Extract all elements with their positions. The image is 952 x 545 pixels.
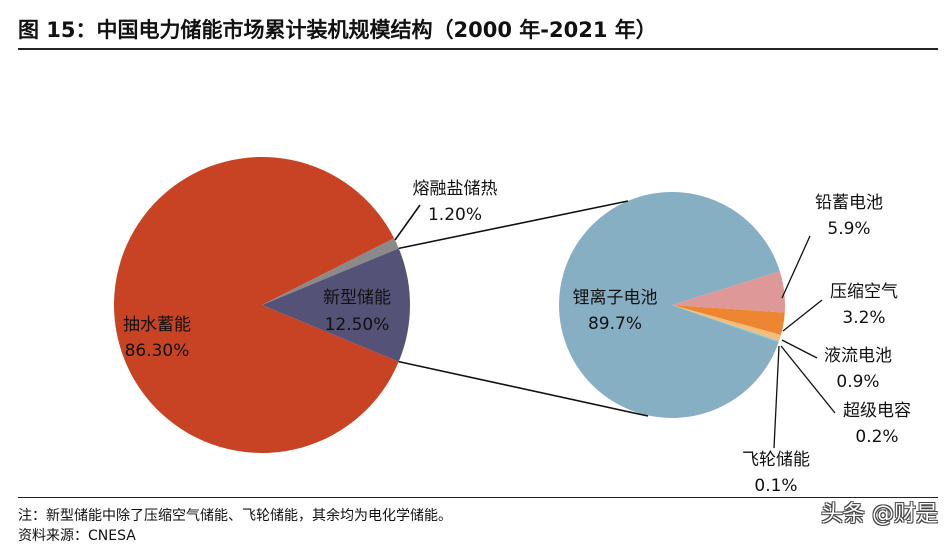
leader-line-molten-salt <box>394 204 421 241</box>
pie-slice-new-storage <box>262 248 410 362</box>
label-lead-acid-value: 5.9% <box>827 219 870 239</box>
label-flywheel-name: 飞轮储能 <box>742 450 810 470</box>
label-compressed-air-value: 3.2% <box>842 308 885 328</box>
pie-slice-pumped-hydro <box>113 156 399 453</box>
label-flywheel-value: 0.1% <box>754 476 797 496</box>
pie-slice-lithium-ion <box>558 191 780 418</box>
watermark: 头条 @财是 <box>821 502 938 527</box>
figure-title: 图 15：中国电力储能市场累计装机规模结构（2000 年-2021 年） <box>18 18 657 42</box>
leader-line-supercapacitor <box>780 345 836 414</box>
pie-slice-flow-battery <box>672 305 781 342</box>
label-new-storage-name: 新型储能 <box>323 288 391 308</box>
label-compressed-air-name: 压缩空气 <box>830 282 898 302</box>
label-supercapacitor-name: 超级电容 <box>843 401 911 421</box>
leader-line-flow-battery <box>781 339 818 359</box>
label-new-storage-value: 12.50% <box>325 315 390 335</box>
connector-line-bottom <box>398 360 649 417</box>
label-pumped-hydro-name: 抽水蓄能 <box>123 315 191 335</box>
label-molten-salt-value: 1.20% <box>428 205 482 225</box>
footer-rule <box>18 497 938 498</box>
leader-line-lead-acid <box>781 235 811 299</box>
label-flow-battery-name: 液流电池 <box>824 346 892 366</box>
label-lithium-ion-value: 89.7% <box>588 314 642 334</box>
label-pumped-hydro-value: 86.30% <box>125 341 190 361</box>
label-supercapacitor-value: 0.2% <box>855 427 898 447</box>
chart-note: 注：新型储能中除了压缩空气储能、飞轮储能，其余均为电化学储能。 <box>18 508 452 524</box>
title-rule <box>18 48 938 50</box>
pie-slice-supercapacitor <box>672 305 780 343</box>
label-flow-battery-value: 0.9% <box>836 372 879 392</box>
leader-line-compressed-air <box>782 299 823 332</box>
pie-slice-lead-acid <box>672 271 786 313</box>
pie-slice-molten-salt <box>262 238 399 305</box>
connector-line-top <box>398 200 629 250</box>
label-lead-acid-name: 铅蓄电池 <box>815 193 883 213</box>
leader-line-flywheel <box>773 345 780 449</box>
pie-slice-compressed-air <box>672 305 785 335</box>
label-lithium-ion-name: 锂离子电池 <box>573 288 658 308</box>
chart-source: 资料来源：CNESA <box>18 528 136 544</box>
label-molten-salt-name: 熔融盐储热 <box>413 179 498 199</box>
pie-slice-flywheel <box>672 305 779 344</box>
